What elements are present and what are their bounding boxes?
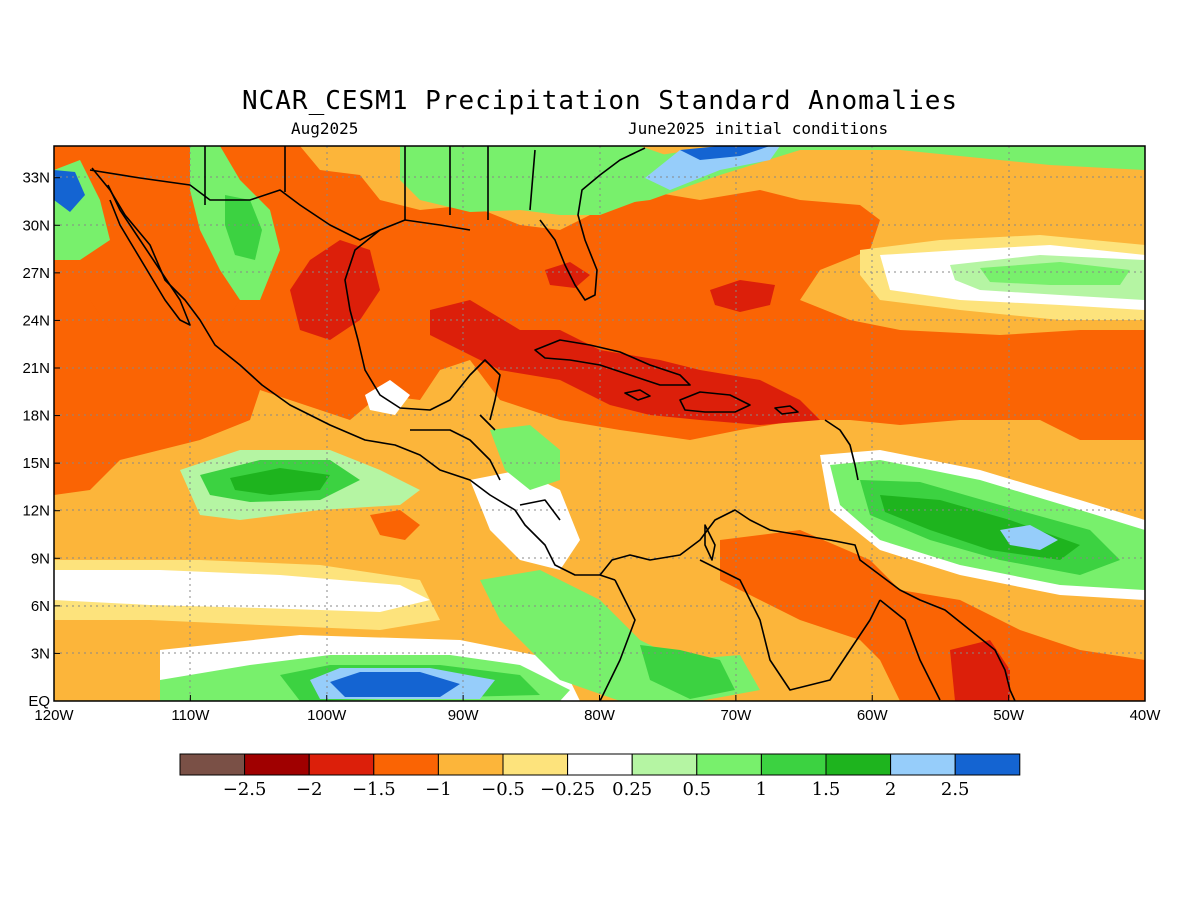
coast-florida (539, 147, 646, 301)
anomaly-region-white-pacific (54, 570, 430, 612)
map-title: NCAR_CESM1 Precipitation Standard Anomal… (241, 86, 959, 116)
lat-tick-label: 12N (22, 503, 50, 520)
anomaly-region-red-guiana (950, 640, 1010, 701)
colorbar-label: −0.5 (481, 779, 525, 800)
colorbar-swatch (308, 753, 375, 776)
longitude-axis: 120W 110W 100W 90W 80W 70W 60W 50W 40W (34, 695, 1161, 724)
colorbar-swatch (631, 753, 698, 776)
colorbar-swatch (696, 753, 762, 776)
colorbar-swatch (437, 753, 504, 776)
colorbar-label: −0.25 (540, 779, 595, 800)
colorbar-label: −2 (296, 779, 323, 800)
colorbar-swatch (760, 753, 827, 776)
colorbar-swatch (179, 753, 246, 776)
lat-tick-label: 3N (31, 645, 50, 662)
border-south-america (599, 559, 941, 701)
lat-tick-label: EQ (28, 693, 50, 710)
lon-tick-label: 70W (720, 707, 752, 724)
lat-tick-label: 9N (31, 550, 50, 567)
colorbar-label: 1 (756, 779, 767, 800)
anomaly-region-blue-baja (54, 170, 85, 212)
graticule (54, 146, 1145, 701)
colorbar-label: 2.5 (941, 779, 970, 800)
coast-south-america (599, 509, 1016, 701)
anomaly-region-deep-blue-us-east (680, 146, 770, 160)
anomaly-region-green-pacific-north-inner (230, 468, 330, 495)
lon-tick-label: 120W (34, 707, 74, 724)
colorbar-swatch (244, 753, 310, 776)
coast-baja (107, 184, 191, 326)
coast-puerto-rico (774, 405, 799, 415)
colorbar-swatch (373, 753, 439, 776)
lat-tick-label: 21N (22, 360, 50, 377)
colorbar-swatch (890, 753, 956, 776)
coastlines (89, 146, 1016, 701)
lon-tick-label: 40W (1130, 707, 1162, 724)
lat-tick-label: 18N (22, 408, 50, 425)
anomaly-region-green-north-atlantic-core (980, 262, 1130, 285)
colorbar-swatch (502, 753, 569, 776)
valid-month-label: Aug2025 (291, 119, 359, 138)
lat-tick-label: 33N (22, 170, 50, 187)
lon-tick-label: 60W (857, 707, 889, 724)
colorbar-label: 1.5 (812, 779, 841, 800)
anomaly-region-green-honduras (490, 425, 560, 490)
anomaly-region-blue-atlantic (1000, 525, 1058, 550)
coast-venezuela-lake (704, 524, 716, 561)
lat-tick-label: 27N (22, 265, 50, 282)
colorbar-label: 2 (885, 779, 896, 800)
lat-tick-label: 6N (31, 598, 50, 615)
anomaly-region-red-central-atlantic (710, 280, 775, 312)
anomaly-region-red-florida (545, 262, 590, 288)
lat-tick-label: 24N (22, 312, 50, 329)
anomaly-region-green-colombia-core (640, 645, 735, 699)
anomaly-field (54, 146, 1145, 701)
anomaly-region-white-central-america (470, 470, 580, 570)
colorbar-label: −1 (425, 779, 452, 800)
anomaly-region-red-gulf (290, 240, 380, 340)
anomaly-region-blue-us-east (645, 146, 780, 190)
coast-antilles (824, 419, 859, 481)
colorbar-label: 0.5 (682, 779, 711, 800)
lon-tick-label: 50W (993, 707, 1025, 724)
lon-tick-label: 80W (584, 707, 616, 724)
colorbar: −2.5 −2 −1.5 −1 −0.5 −0.25 0.25 0.5 1 1.5 2 2.5 (179, 753, 1021, 800)
coast-gulf-mexico (344, 219, 501, 421)
anomaly-region-deep-blue-pacific-south (330, 672, 460, 697)
colorbar-swatch (567, 753, 633, 776)
border-us-states (204, 146, 536, 220)
coast-mexico-pacific (91, 167, 616, 581)
colorbar-swatch (825, 753, 892, 776)
border-us-mexico (89, 169, 381, 241)
lon-tick-label: 90W (448, 707, 480, 724)
anomaly-region-green-mexico-core (225, 195, 262, 260)
lat-tick-label: 15N (22, 455, 50, 472)
colorbar-label: −1.5 (352, 779, 396, 800)
border-central-america (410, 414, 561, 521)
lon-tick-label: 110W (171, 707, 210, 724)
colorbar-swatch (954, 753, 1021, 776)
anomaly-region-orange-south-america (720, 530, 1145, 701)
lon-tick-label: 100W (307, 707, 347, 724)
lat-tick-label: 30N (22, 217, 50, 234)
initial-conditions-label: June2025 initial conditions (628, 119, 889, 138)
colorbar-label: 0.25 (612, 779, 652, 800)
coast-jamaica (624, 389, 651, 401)
coast-hispaniola (679, 391, 751, 413)
anomaly-region-orange-pacific (370, 510, 420, 540)
coast-cuba (534, 339, 691, 386)
latitude-axis: EQ 3N 6N 9N 12N 15N 18N 21N 24N 27N 30N 33N (22, 170, 60, 710)
colorbar-label: −2.5 (223, 779, 267, 800)
